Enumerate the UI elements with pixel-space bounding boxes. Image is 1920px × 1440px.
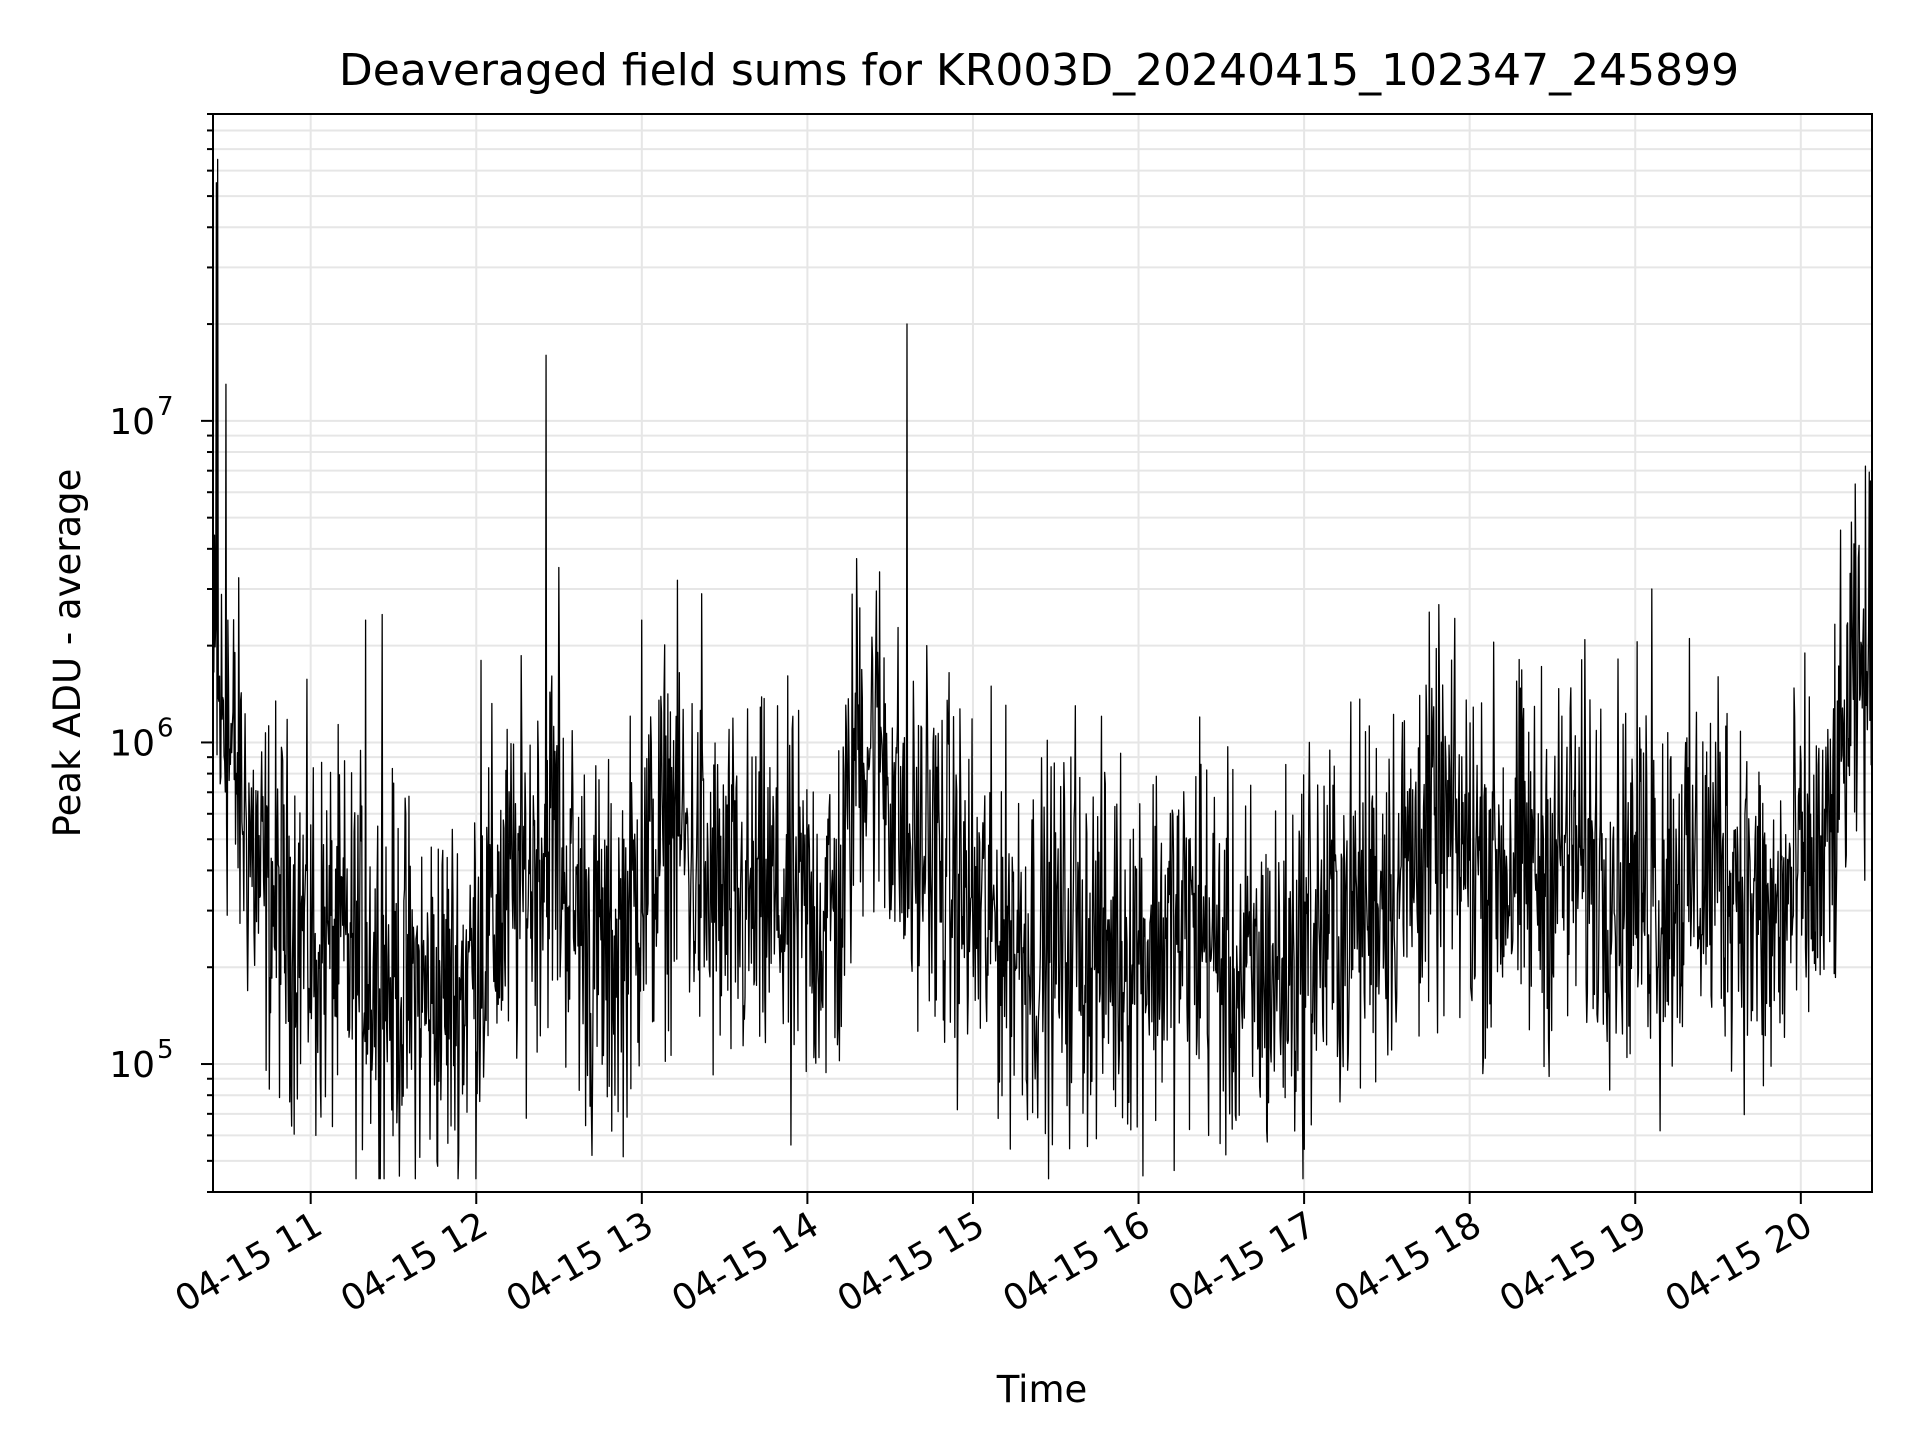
x-tick-label: 04-15 19 [1493, 1204, 1654, 1320]
y-tick-label: 10 5 [109, 1035, 173, 1086]
x-tick-label: 04-15 11 [169, 1204, 330, 1320]
y-tick-base: 10 [109, 723, 155, 764]
x-tick-label: 04-15 20 [1659, 1204, 1820, 1320]
x-tick-label: 04-15 18 [1327, 1204, 1488, 1320]
y-tick-exponent: 5 [157, 1035, 174, 1065]
y-tick-label: 10 6 [109, 713, 173, 764]
y-tick-base: 10 [109, 1045, 155, 1086]
x-axis: 04-15 11 04-15 12 04-15 13 04-15 14 04-15 15… [169, 1192, 1820, 1321]
y-tick-label: 10 7 [109, 392, 173, 443]
y-tick-exponent: 7 [157, 392, 174, 422]
x-axis-label: Time [996, 1368, 1088, 1411]
y-axis-label: Peak ADU - average [46, 469, 89, 838]
chart-title: Deaveraged field sums for KR003D_2024041… [339, 45, 1739, 96]
series-path [213, 158, 1872, 1180]
y-tick-exponent: 6 [157, 713, 174, 743]
x-tick-label: 04-15 14 [665, 1204, 826, 1320]
y-tick-base: 10 [109, 402, 155, 443]
x-tick-label: 04-15 16 [996, 1204, 1157, 1320]
series-line [213, 158, 1872, 1180]
x-tick-label: 04-15 15 [831, 1204, 992, 1320]
x-tick-label: 04-15 12 [334, 1204, 495, 1320]
x-tick-label: 04-15 13 [500, 1204, 661, 1320]
plot-frame [212, 113, 1873, 1193]
x-tick-label: 04-15 17 [1162, 1204, 1323, 1320]
